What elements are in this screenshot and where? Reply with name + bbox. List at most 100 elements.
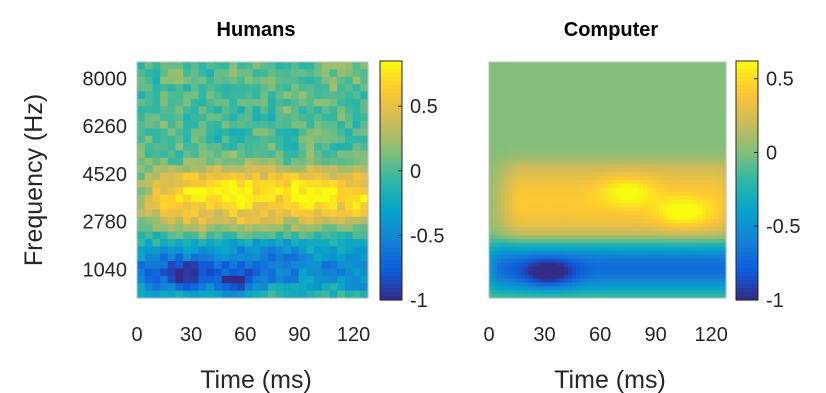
heatmap-cell: [528, 270, 534, 275]
heatmap-cell: [702, 105, 707, 110]
heatmap-cell: [722, 215, 727, 220]
heatmap-cell: [244, 69, 254, 78]
heatmap-cell: [175, 216, 184, 225]
heatmap-cell: [544, 117, 549, 122]
heatmap-cell: [508, 156, 514, 161]
heatmap-cell: [492, 183, 498, 189]
heatmap-cell: [352, 91, 361, 100]
heatmap-cell: [504, 183, 510, 189]
colorbar-segment: [380, 120, 402, 126]
heatmap-cell: [603, 144, 609, 150]
heatmap-cell: [568, 62, 573, 67]
heatmap-cell: [564, 109, 569, 114]
heatmap-cell: [496, 286, 502, 291]
colorbar-segment: [736, 124, 758, 130]
heatmap-cell: [206, 150, 215, 159]
heatmap-cell: [144, 231, 153, 240]
computer-heatmap: [489, 62, 727, 299]
heatmap-cell: [714, 211, 719, 216]
heatmap-cell: [237, 62, 246, 70]
heatmap-cell: [595, 140, 601, 146]
heatmap-cell: [267, 172, 277, 181]
heatmap-cell: [206, 194, 215, 203]
heatmap-cell: [237, 290, 246, 299]
heatmap-cell: [706, 227, 711, 232]
heatmap-cell: [275, 187, 284, 196]
heatmap-cell: [706, 148, 711, 154]
heatmap-cell: [643, 290, 648, 295]
heatmap-cell: [508, 227, 514, 232]
heatmap-cell: [635, 140, 640, 146]
heatmap-cell: [627, 219, 632, 224]
heatmap-cell: [619, 239, 624, 244]
heatmap-cell: [568, 121, 573, 126]
heatmap-cell: [670, 81, 676, 87]
heatmap-cell: [206, 84, 215, 93]
heatmap-cell: [587, 101, 593, 106]
heatmap-cell: [267, 128, 277, 137]
heatmap-cell: [291, 76, 300, 85]
heatmap-cell: [552, 140, 557, 146]
heatmap-cell: [516, 278, 522, 283]
heatmap-cell: [267, 165, 277, 174]
heatmap-cell: [221, 157, 230, 166]
heatmap-cell: [587, 121, 593, 126]
heatmap-cell: [504, 231, 510, 236]
heatmap-cell: [528, 156, 534, 161]
heatmap-cell: [702, 242, 707, 248]
heatmap-cell: [252, 106, 261, 115]
heatmap-cell: [548, 89, 553, 95]
heatmap-cell: [603, 278, 609, 283]
heatmap-cell: [591, 231, 597, 236]
heatmap-cell: [670, 235, 676, 240]
heatmap-cell: [658, 195, 664, 201]
heatmap-cell: [682, 270, 688, 275]
heatmap-cell: [662, 239, 668, 244]
heatmap-cell: [528, 168, 534, 173]
heatmap-cell: [603, 132, 609, 138]
heatmap-cell: [615, 223, 620, 228]
heatmap-cell: [583, 136, 589, 142]
heatmap-cell: [619, 132, 624, 138]
humans-colorbar: [379, 60, 403, 301]
heatmap-cell: [528, 235, 534, 240]
heatmap-cell: [579, 227, 585, 232]
heatmap-cell: [360, 239, 369, 247]
heatmap-cell: [579, 195, 585, 201]
heatmap-cell: [564, 77, 569, 83]
heatmap-cell: [540, 183, 545, 189]
heatmap-cell: [603, 235, 609, 240]
heatmap-cell: [528, 69, 534, 75]
heatmap-cell: [198, 157, 207, 166]
heatmap-cell: [643, 176, 648, 181]
heatmap-cell: [560, 211, 565, 216]
heatmap-cell: [635, 156, 640, 161]
heatmap-cell: [587, 140, 593, 146]
heatmap-cell: [524, 290, 530, 295]
heatmap-cell: [615, 85, 620, 91]
heatmap-cell: [643, 199, 648, 205]
colorbar-segment: [736, 212, 758, 217]
heatmap-cell: [560, 191, 565, 197]
heatmap-cell: [587, 77, 593, 83]
heatmap-cell: [579, 109, 585, 114]
heatmap-cell: [337, 165, 346, 174]
heatmap-cell: [674, 113, 680, 118]
heatmap-cell: [540, 101, 545, 106]
heatmap-cell: [496, 136, 502, 142]
heatmap-cell: [492, 148, 498, 154]
colorbar-segment: [380, 180, 402, 186]
heatmap-cell: [568, 77, 573, 83]
heatmap-cell: [137, 202, 146, 211]
heatmap-cell: [528, 290, 534, 295]
heatmap-cell: [508, 176, 514, 181]
heatmap-cell: [623, 128, 628, 134]
heatmap-cell: [571, 195, 577, 201]
heatmap-cell: [575, 207, 581, 213]
heatmap-cell: [352, 113, 361, 122]
heatmap-cell: [702, 246, 707, 252]
heatmap-cell: [643, 148, 648, 154]
heatmap-cell: [152, 165, 161, 174]
heatmap-cell: [690, 144, 695, 150]
heatmap-cell: [540, 203, 545, 209]
